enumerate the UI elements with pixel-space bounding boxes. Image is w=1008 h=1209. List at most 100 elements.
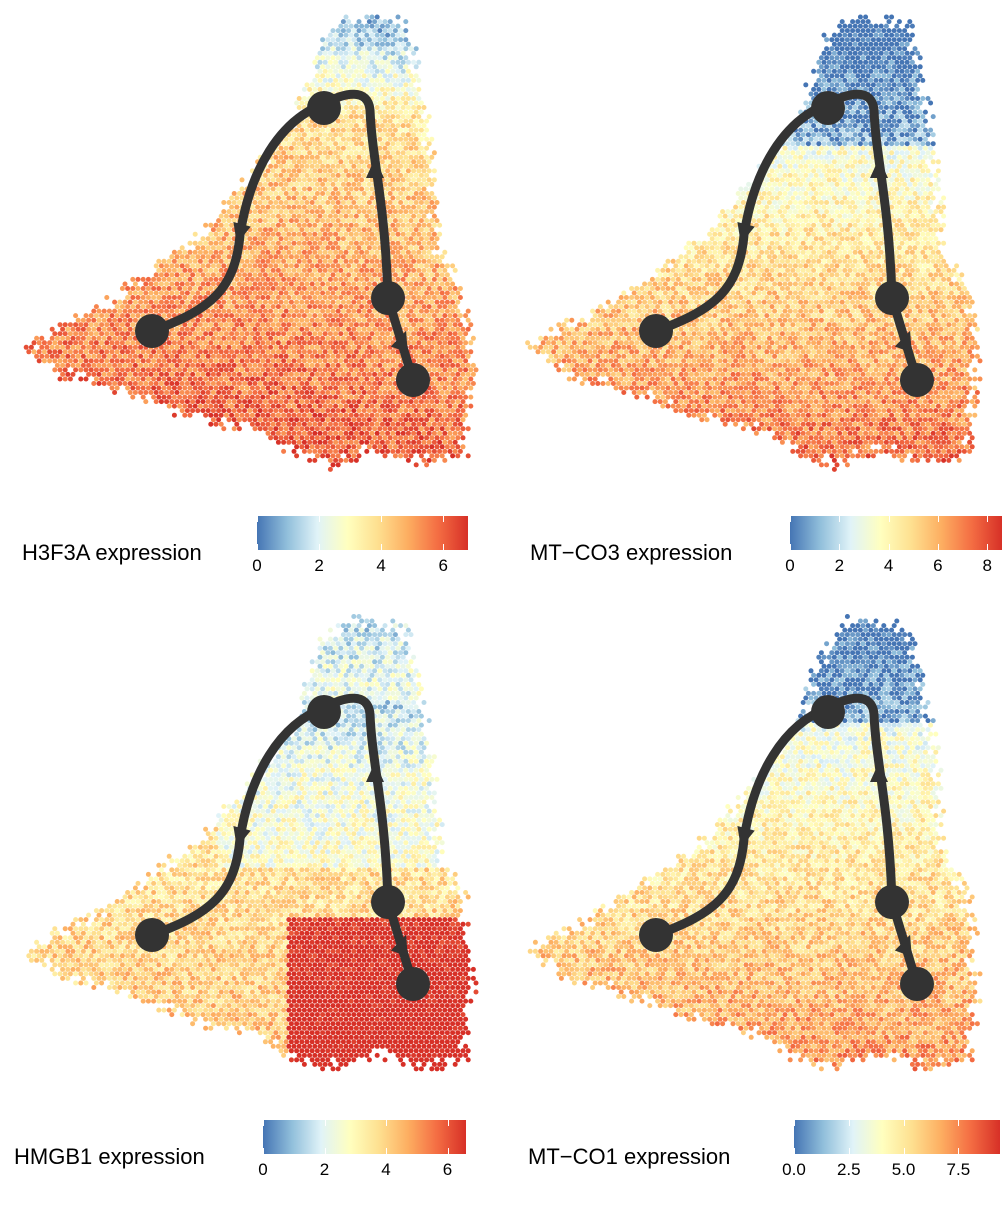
cell-point	[374, 430, 380, 436]
cell-point	[405, 213, 411, 219]
cell-point	[333, 313, 339, 319]
cell-point	[452, 367, 458, 373]
cell-point	[174, 335, 180, 341]
cell-point	[431, 340, 437, 346]
cell-point	[283, 254, 289, 260]
cell-point	[236, 326, 242, 332]
cell-point	[239, 394, 245, 400]
cell-point	[239, 286, 245, 291]
cell-point	[343, 331, 349, 337]
cell-point	[270, 295, 276, 300]
cell-point	[145, 304, 151, 310]
cell-point	[314, 290, 320, 296]
cell-point	[114, 367, 120, 373]
cell-point	[335, 37, 341, 43]
cell-point	[356, 73, 362, 79]
cell-point	[325, 426, 331, 432]
cell-point	[439, 254, 445, 260]
cell-point	[366, 381, 372, 386]
cell-point	[434, 272, 440, 278]
cell-point	[117, 299, 123, 305]
cell-point	[411, 313, 417, 319]
cell-point	[327, 213, 333, 219]
cell-point	[299, 154, 305, 160]
cell-point	[418, 453, 424, 459]
cell-point	[130, 349, 136, 355]
cell-point	[421, 430, 427, 436]
cell-point	[286, 222, 292, 228]
cell-point	[356, 172, 362, 178]
cell-point	[382, 82, 388, 88]
cell-point	[273, 191, 279, 196]
cell-point	[171, 403, 177, 409]
cell-point	[411, 412, 417, 418]
cell-point	[382, 435, 388, 441]
cell-point	[275, 222, 281, 228]
cell-point	[831, 32, 837, 38]
cell-point	[894, 32, 900, 38]
cell-point	[379, 96, 385, 101]
cell-point	[351, 73, 357, 79]
cell-point	[382, 163, 388, 169]
cell-point	[346, 317, 352, 323]
cell-point	[844, 136, 850, 142]
cell-point	[96, 381, 102, 386]
cell-point	[151, 376, 157, 382]
cell-point	[294, 181, 300, 187]
cell-point	[424, 417, 430, 423]
cell-point	[151, 358, 157, 364]
cell-point	[343, 412, 349, 418]
trajectory-node	[135, 314, 169, 348]
cell-point	[174, 272, 180, 278]
cell-point	[166, 349, 172, 355]
cell-point	[366, 191, 372, 196]
cell-point	[314, 254, 320, 260]
cell-point	[379, 349, 385, 355]
cell-point	[356, 163, 362, 169]
cell-point	[275, 385, 281, 391]
cell-point	[920, 77, 926, 83]
cell-point	[382, 28, 388, 34]
cell-point	[91, 353, 97, 359]
cell-point	[377, 344, 383, 350]
cell-point	[395, 114, 401, 120]
cell-point	[356, 399, 362, 405]
cell-point	[190, 362, 196, 368]
cell-point	[309, 172, 315, 178]
cell-point	[234, 195, 240, 201]
cell-point	[369, 376, 375, 382]
cell-point	[231, 426, 237, 432]
cell-point	[889, 86, 895, 92]
cell-point	[883, 132, 889, 138]
cell-point	[283, 154, 289, 160]
cell-point	[392, 118, 398, 124]
cell-point	[226, 254, 232, 260]
cell-point	[364, 186, 370, 192]
cell-point	[457, 358, 463, 364]
cell-point	[161, 394, 167, 400]
cell-point	[244, 240, 250, 246]
cell-point	[351, 263, 357, 269]
cell-point	[257, 399, 263, 405]
cell-point	[286, 267, 292, 273]
cell-point	[262, 200, 268, 205]
cell-point	[307, 385, 313, 391]
cell-point	[307, 204, 313, 210]
cell-point	[93, 304, 99, 310]
cell-point	[377, 326, 383, 332]
cell-point	[179, 371, 185, 377]
cell-point	[268, 218, 274, 224]
cell-point	[387, 91, 393, 97]
cell-point	[813, 82, 819, 88]
cell-point	[309, 236, 315, 242]
cell-point	[411, 86, 417, 92]
cell-point	[135, 276, 141, 282]
cell-point	[291, 186, 297, 192]
cell-point	[857, 114, 863, 120]
cell-point	[265, 421, 271, 427]
cell-point	[268, 254, 274, 260]
cell-point	[878, 77, 884, 83]
cell-point	[218, 249, 224, 255]
cell-point	[317, 376, 323, 382]
cell-point	[231, 371, 237, 377]
